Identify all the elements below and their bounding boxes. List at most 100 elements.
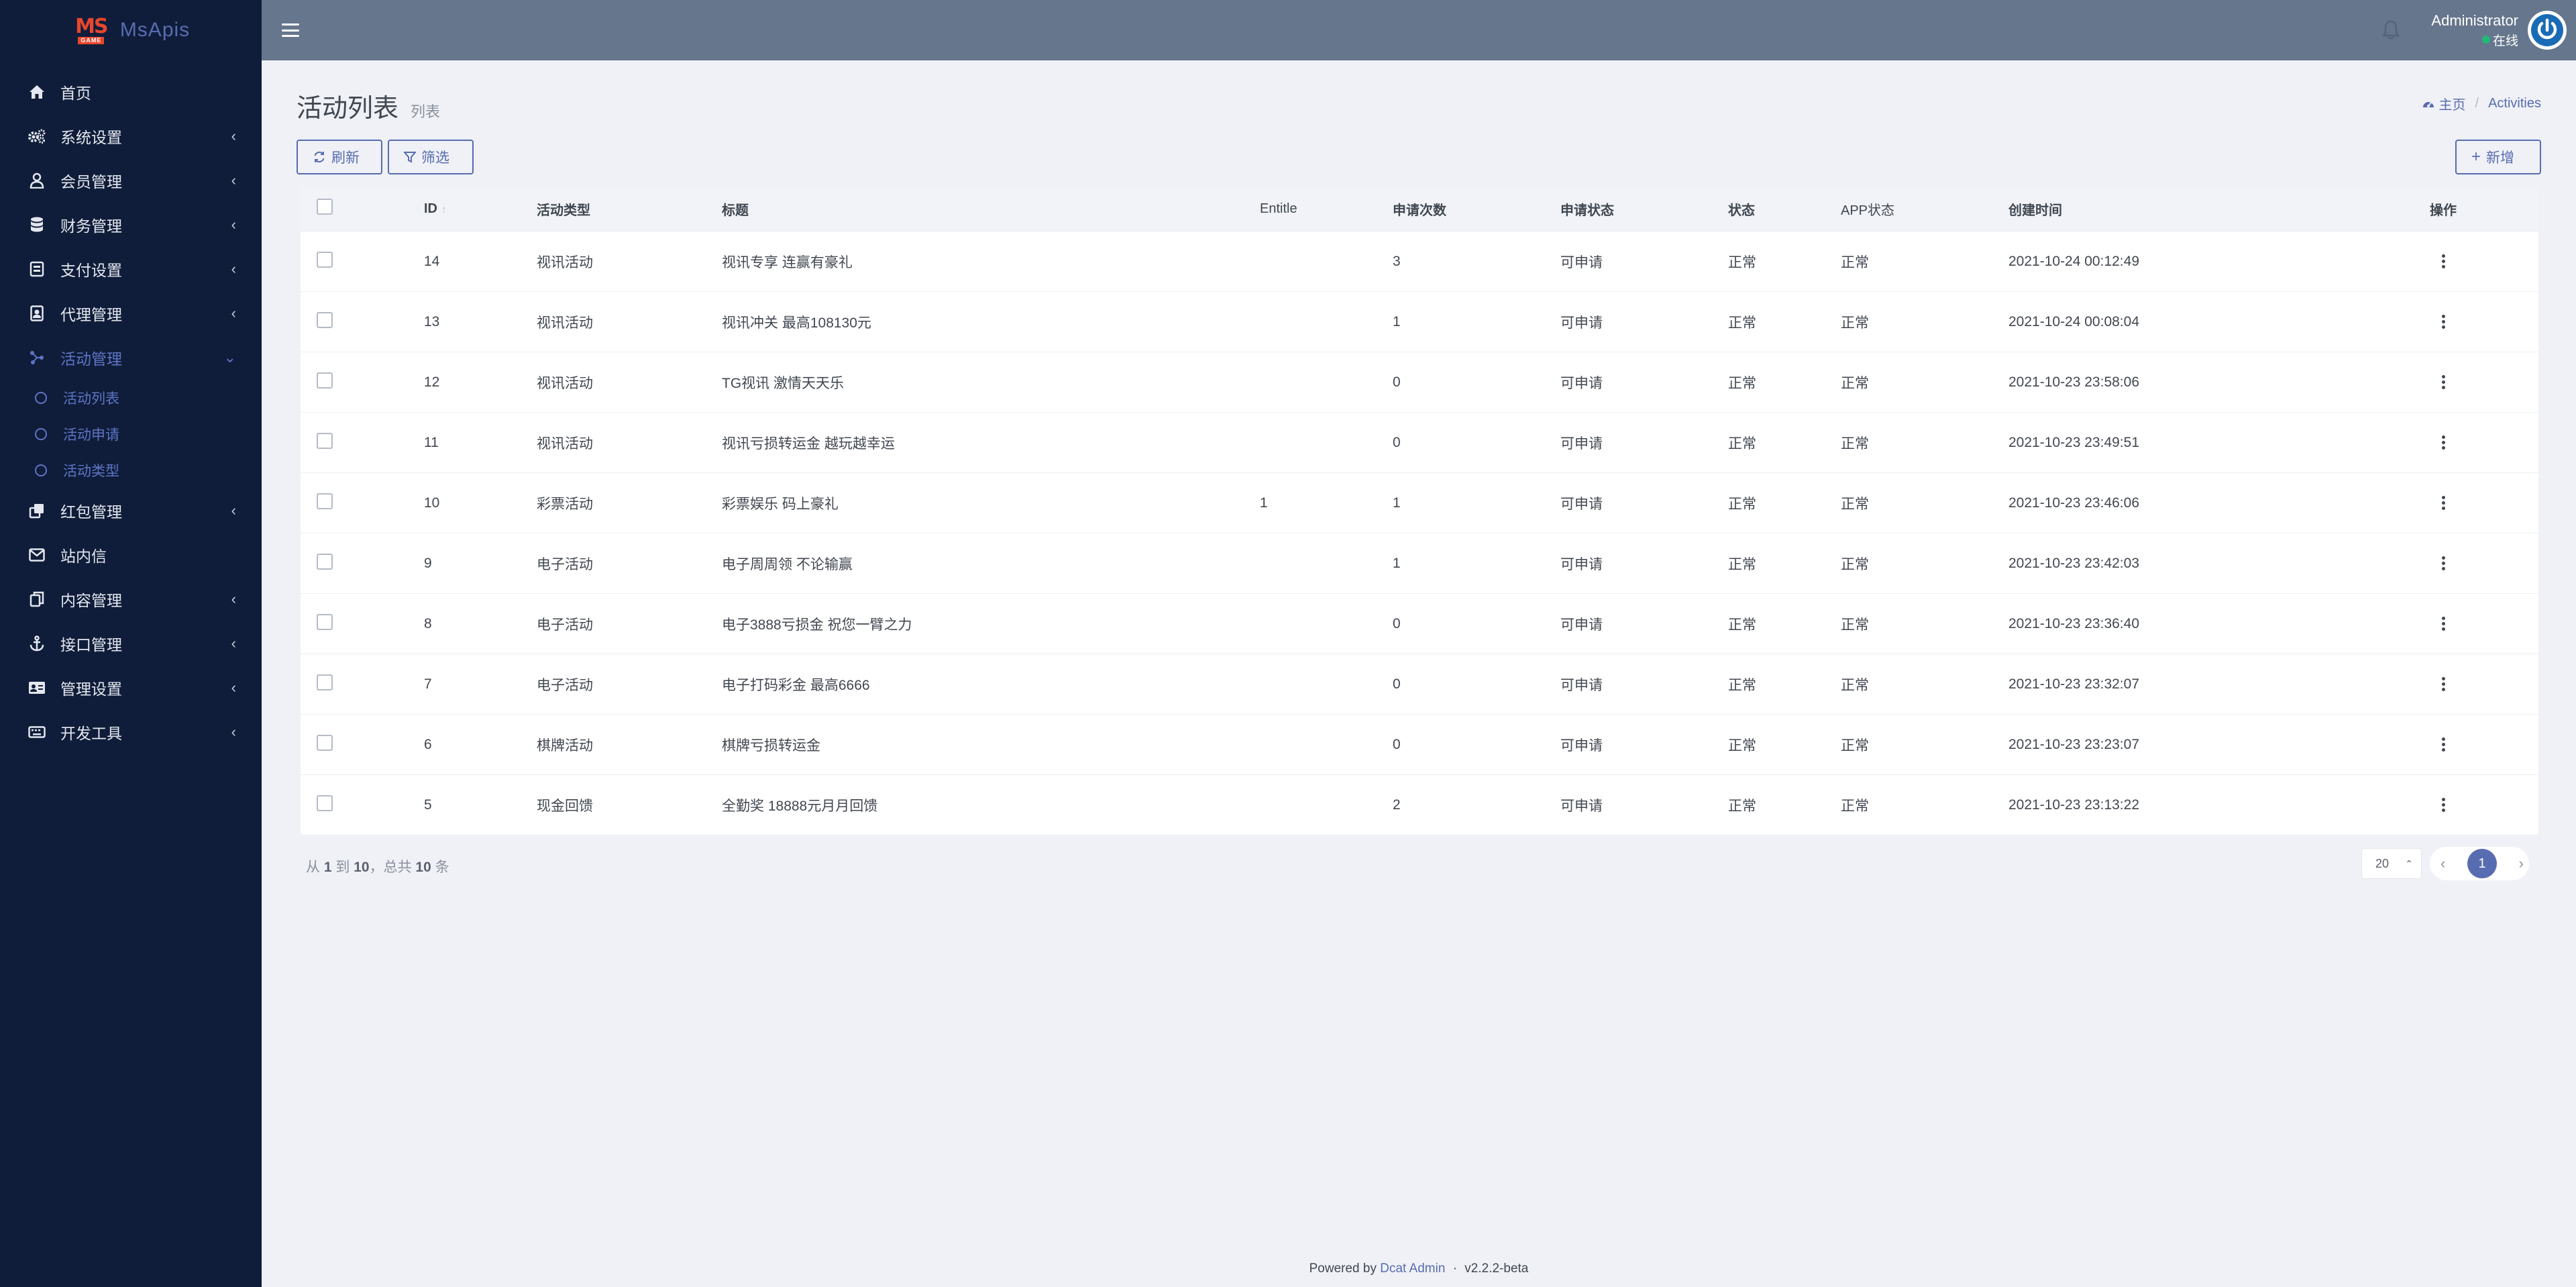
brand[interactable]: MS GAME MsApis [0, 0, 262, 60]
hamburger-menu-icon[interactable] [282, 23, 299, 37]
sidebar-subitem-activity-applications[interactable]: 活动申请 [0, 416, 262, 452]
prev-page-button[interactable]: ‹ [2440, 855, 2446, 872]
sidebar-item-finance[interactable]: 财务管理 ‹ [0, 203, 262, 247]
row-checkbox[interactable] [317, 553, 333, 570]
cell-apply-status: 可申请 [1560, 375, 1603, 391]
cell-actions [2410, 552, 2477, 574]
row-checkbox[interactable] [317, 432, 333, 449]
breadcrumb-home-label: 主页 [2438, 98, 2466, 113]
cell-id: 13 [424, 313, 440, 329]
header-id[interactable]: ID ↑ [424, 201, 537, 217]
id-badge-icon [27, 305, 47, 321]
header-status: 状态 [1728, 203, 1755, 218]
cell-apply-status: 可申请 [1560, 496, 1603, 512]
select-all-checkbox[interactable] [317, 199, 333, 215]
cell-id: 14 [424, 253, 440, 269]
row-checkbox[interactable] [317, 613, 333, 630]
header-id-label: ID [424, 201, 437, 216]
row-checkbox[interactable] [317, 493, 333, 509]
more-actions-icon[interactable] [2438, 673, 2449, 695]
cell-type: 电子活动 [537, 556, 593, 572]
sidebar-item-admin-settings[interactable]: 管理设置 ‹ [0, 666, 262, 710]
per-page-select[interactable]: 20 ⌃ [2361, 848, 2422, 879]
row-checkbox[interactable] [317, 794, 333, 811]
cell-title: TG视讯 激情天天乐 [722, 375, 844, 391]
table-row: 12 视讯活动 TG视讯 激情天天乐 0 可申请 正常 正常 2021-10-23 23:58… [301, 352, 2538, 412]
filter-button[interactable]: 筛选 [388, 140, 474, 174]
sidebar-item-label: 支付设置 [60, 262, 122, 279]
more-actions-icon[interactable] [2438, 371, 2449, 393]
page-header: 活动列表 列表 [297, 87, 440, 124]
cell-status: 正常 [1728, 617, 1756, 633]
sidebar-item-label: 首页 [60, 85, 91, 102]
cell-created-time: 2021-10-23 23:13:22 [2008, 796, 2139, 813]
more-actions-icon[interactable] [2438, 431, 2449, 454]
sidebar-item-payment[interactable]: 支付设置 ‹ [0, 247, 262, 291]
cell-title: 电子周周领 不论输赢 [722, 556, 853, 572]
current-page-button[interactable]: 1 [2467, 849, 2497, 878]
row-checkbox[interactable] [317, 674, 333, 690]
gears-icon [27, 129, 47, 144]
cell-title: 彩票娱乐 码上豪礼 [722, 496, 839, 512]
more-actions-icon[interactable] [2438, 552, 2449, 574]
user-info[interactable]: Administrator 在线 [2431, 12, 2518, 49]
table-row: 10 彩票活动 彩票娱乐 码上豪礼 1 1 可申请 正常 正常 2021-10-23 23:46… [301, 472, 2538, 533]
cell-actions [2410, 250, 2477, 272]
sidebar-item-api[interactable]: 接口管理 ‹ [0, 621, 262, 666]
cell-type: 视讯活动 [537, 435, 593, 452]
more-actions-icon[interactable] [2438, 794, 2449, 816]
footer-version: v2.2.2-beta [1464, 1262, 1529, 1276]
sidebar-item-label: 系统设置 [60, 129, 122, 146]
sidebar-item-red-packets[interactable]: 红包管理 ‹ [0, 488, 262, 533]
more-actions-icon[interactable] [2438, 613, 2449, 635]
row-checkbox[interactable] [317, 734, 333, 751]
sidebar-item-members[interactable]: 会员管理 ‹ [0, 158, 262, 203]
more-actions-icon[interactable] [2438, 733, 2449, 756]
sidebar-item-label: 站内信 [60, 548, 107, 565]
sidebar-submenu: 活动列表 活动申请 活动类型 [0, 380, 262, 488]
sidebar-item-system-settings[interactable]: 系统设置 ‹ [0, 114, 262, 158]
sidebar-subitem-activity-types[interactable]: 活动类型 [0, 452, 262, 488]
avatar[interactable] [2528, 11, 2567, 50]
table-row: 11 视讯活动 视讯亏损转运金 越玩越幸运 0 可申请 正常 正常 2021-10-23 23… [301, 412, 2538, 472]
cell-status: 正常 [1728, 737, 1756, 754]
cell-actions [2410, 311, 2477, 333]
row-checkbox[interactable] [317, 251, 333, 268]
cell-created-time: 2021-10-24 00:12:49 [2008, 253, 2139, 269]
cell-app-status: 正常 [1841, 315, 1869, 331]
breadcrumb-home[interactable]: 主页 [2422, 94, 2466, 113]
sidebar-subitem-activity-list[interactable]: 活动列表 [0, 380, 262, 416]
id-card-icon [27, 681, 47, 694]
more-actions-icon[interactable] [2438, 311, 2449, 333]
copy-icon [27, 591, 47, 607]
cell-status: 正常 [1728, 315, 1756, 331]
sidebar-item-messages[interactable]: 站内信 [0, 533, 262, 577]
cell-apply-status: 可申请 [1560, 254, 1603, 270]
add-button[interactable]: + 新增 [2455, 140, 2541, 174]
sidebar-item-home[interactable]: 首页 [0, 70, 262, 114]
footer-link[interactable]: Dcat Admin [1380, 1262, 1446, 1276]
cell-created-time: 2021-10-23 23:42:03 [2008, 555, 2139, 571]
next-page-button[interactable]: › [2518, 855, 2524, 872]
bell-icon[interactable] [2381, 20, 2400, 40]
row-checkbox[interactable] [317, 311, 333, 328]
cell-apply-status: 可申请 [1560, 737, 1603, 754]
summary-total-label: ，总共 [369, 860, 412, 875]
refresh-button[interactable]: 刷新 [297, 140, 382, 174]
header-title: 标题 [722, 203, 749, 218]
sidebar-menu: 首页 系统设置 ‹ 会员管理 ‹ 财务管理 ‹ 支付 [0, 70, 262, 754]
sidebar-item-label: 财务管理 [60, 217, 122, 235]
cell-type: 棋牌活动 [537, 737, 593, 754]
sidebar-item-agents[interactable]: 代理管理 ‹ [0, 291, 262, 336]
breadcrumb-current[interactable]: Activities [2488, 96, 2541, 111]
sidebar-item-activities[interactable]: 活动管理 ⌄ [0, 336, 262, 380]
more-actions-icon[interactable] [2438, 492, 2449, 514]
sort-icon[interactable]: ↑ [441, 203, 447, 215]
more-actions-icon[interactable] [2438, 250, 2449, 272]
row-checkbox[interactable] [317, 372, 333, 389]
cell-actions [2410, 733, 2477, 756]
main-content: 活动列表 列表 主页 / Activities 刷新 筛选 + 新增 ID ↑ 活… [262, 60, 2576, 1287]
sidebar-item-dev-tools[interactable]: 开发工具 ‹ [0, 710, 262, 754]
envelope-icon [27, 548, 47, 562]
sidebar-item-content[interactable]: 内容管理 ‹ [0, 577, 262, 621]
